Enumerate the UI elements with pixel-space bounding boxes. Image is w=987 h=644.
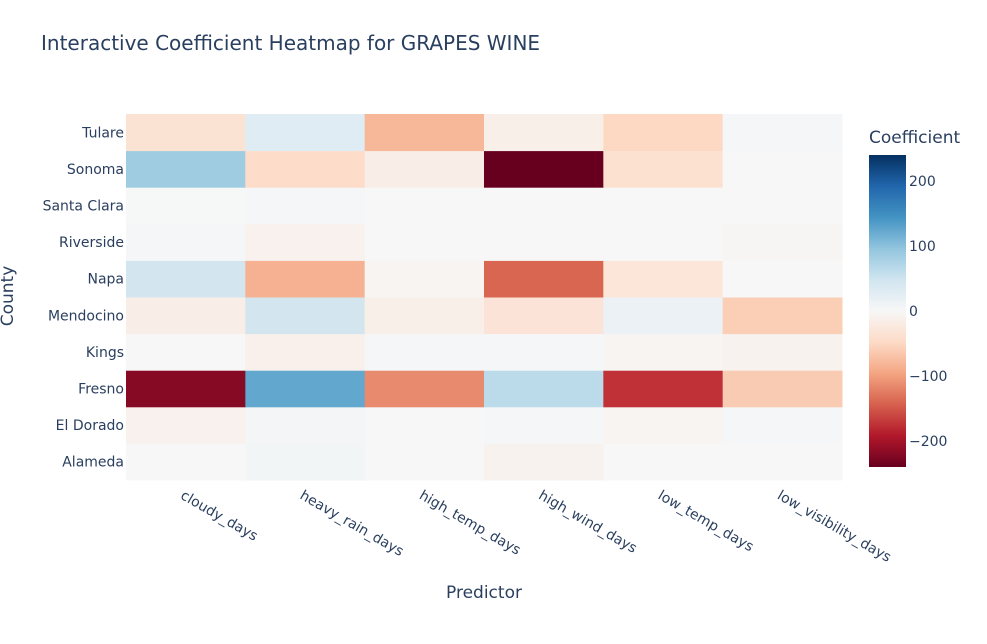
y-tick-label: El Dorado [56,418,124,434]
heatmap-cell[interactable] [603,406,724,444]
heatmap-cell[interactable] [245,406,366,444]
heatmap-cell[interactable] [364,443,485,481]
colorbar-tick-label: −100 [909,369,947,385]
x-tick-label: low_temp_days [655,488,756,556]
heatmap-cell[interactable] [603,333,724,371]
y-axis-title: County [0,266,18,327]
colorbar-title: Coefficient [869,128,960,148]
heatmap-cell[interactable] [722,406,843,444]
heatmap-cell[interactable] [245,150,366,188]
heatmap-cell[interactable] [484,370,604,408]
heatmap-cell[interactable] [484,260,604,298]
heatmap-cell[interactable] [722,333,843,371]
heatmap-cell[interactable] [245,333,366,371]
heatmap-cell[interactable] [484,406,604,444]
heatmap-cell[interactable] [245,114,366,152]
y-tick-label: Santa Clara [43,199,124,215]
y-tick-label: Riverside [59,235,124,251]
colorbar-tick-label: 100 [909,239,936,255]
heatmap-cell[interactable] [126,443,246,481]
x-tick-label: heavy_rain_days [297,488,406,560]
x-tick-label: high_wind_days [536,488,640,557]
heatmap-cell[interactable] [722,260,843,298]
x-tick-label: low_visibility_days [774,488,893,566]
heatmap-cell[interactable] [722,150,843,188]
y-tick-label: Tulare [81,125,124,141]
heatmap-cell[interactable] [603,187,724,225]
heatmap-cell[interactable] [722,223,843,261]
heatmap-cell[interactable] [603,114,724,152]
heatmap-cell[interactable] [603,150,724,188]
y-tick-label: Napa [87,272,124,288]
x-axis-ticks: cloudy_days heavy_rain_days high_temp_days… [178,488,894,566]
heatmap-cell[interactable] [126,223,246,261]
heatmap-cell[interactable] [126,187,246,225]
heatmap-cell[interactable] [126,406,246,444]
colorbar-ticks: 200 100 0 −100 −200 [909,174,947,450]
y-axis-ticks: Alameda El Dorado Fresno Kings Mendocino Napa… [43,125,124,470]
y-tick-label: Kings [86,345,124,361]
heatmap-cell[interactable] [603,223,724,261]
heatmap-cell[interactable] [245,260,366,298]
y-tick-label: Fresno [78,382,124,398]
y-tick-label: Mendocino [48,308,124,324]
heatmap-cell[interactable] [722,370,843,408]
heatmap-cell[interactable] [722,443,843,481]
heatmap-cell[interactable] [126,370,246,408]
heatmap-cell[interactable] [364,333,485,371]
heatmap-cell[interactable] [484,333,604,371]
heatmap-cell[interactable] [245,187,366,225]
heatmap-cell[interactable] [722,297,843,335]
heatmap-cells [126,114,843,481]
colorbar-tick-label: −200 [909,434,947,450]
y-tick-label: Sonoma [67,162,124,178]
chart-title: Interactive Coefficient Heatmap for GRAP… [41,31,541,55]
heatmap-cell[interactable] [245,370,366,408]
colorbar-tick-label: 200 [909,174,936,190]
heatmap-cell[interactable] [603,260,724,298]
colorbar [869,155,906,467]
x-tick-label: cloudy_days [178,488,261,545]
heatmap-cell[interactable] [364,150,485,188]
heatmap-cell[interactable] [722,114,843,152]
heatmap-cell[interactable] [484,114,604,152]
heatmap-cell[interactable] [126,260,246,298]
heatmap-cell[interactable] [603,297,724,335]
x-axis-title: Predictor [446,583,522,603]
heatmap-cell[interactable] [484,223,604,261]
heatmap-cell[interactable] [484,297,604,335]
heatmap-cell[interactable] [603,370,724,408]
heatmap-cell[interactable] [722,187,843,225]
heatmap-cell[interactable] [364,260,485,298]
y-tick-label: Alameda [62,455,124,471]
heatmap-cell[interactable] [364,406,485,444]
heatmap-cell[interactable] [126,150,246,188]
heatmap-cell[interactable] [484,187,604,225]
heatmap-cell[interactable] [245,223,366,261]
heatmap-cell[interactable] [126,333,246,371]
heatmap-cell[interactable] [364,370,485,408]
heatmap-cell[interactable] [364,223,485,261]
colorbar-tick-label: 0 [909,304,918,320]
heatmap-cell[interactable] [484,150,604,188]
x-tick-label: high_temp_days [416,488,523,559]
heatmap-cell[interactable] [126,114,246,152]
heatmap-cell[interactable] [364,187,485,225]
heatmap-cell[interactable] [364,114,485,152]
heatmap-cell[interactable] [126,297,246,335]
heatmap-cell[interactable] [245,297,366,335]
heatmap-cell[interactable] [245,443,366,481]
heatmap-cell[interactable] [364,297,485,335]
heatmap-cell[interactable] [603,443,724,481]
heatmap-cell[interactable] [484,443,604,481]
